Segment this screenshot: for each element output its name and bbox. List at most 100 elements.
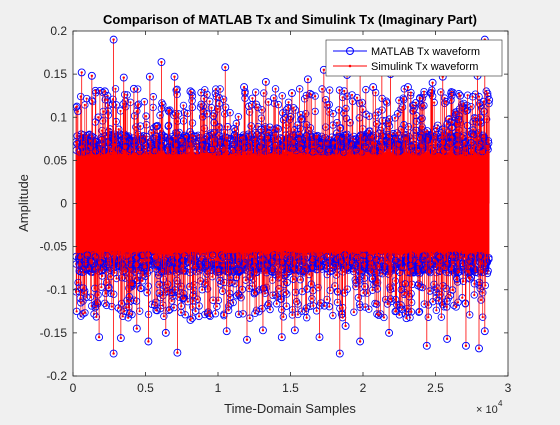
simulink-sample-marker (117, 307, 119, 309)
simulink-sample-marker (204, 89, 206, 91)
simulink-sample-marker (123, 310, 125, 312)
simulink-sample-marker (299, 88, 301, 90)
simulink-sample-marker (306, 317, 308, 319)
simulink-sample-marker (295, 300, 297, 302)
simulink-sample-marker (229, 112, 231, 114)
simulink-sample-marker (95, 316, 97, 318)
simulink-sample-marker (152, 96, 154, 98)
simulink-sample-marker (356, 97, 358, 99)
simulink-sample-marker (297, 313, 299, 315)
simulink-sample-marker (473, 283, 475, 285)
simulink-sample-marker (427, 316, 429, 318)
simulink-sample-marker (470, 106, 472, 108)
simulink-sample-marker (115, 277, 117, 279)
simulink-sample-marker (221, 290, 223, 292)
simulink-sample-marker (237, 293, 239, 295)
simulink-sample-marker (423, 303, 425, 305)
simulink-sample-marker (94, 90, 96, 92)
simulink-sample-marker (139, 310, 141, 312)
simulink-sample-marker (462, 280, 464, 282)
simulink-sample-marker (371, 289, 373, 291)
simulink-sample-marker (309, 127, 311, 129)
simulink-sample-marker (263, 92, 265, 94)
simulink-sample-marker (201, 289, 203, 291)
simulink-sample-marker (395, 310, 397, 312)
simulink-sample-marker (376, 303, 378, 305)
simulink-sample-marker (159, 307, 161, 309)
simulink-sample-marker (211, 276, 213, 278)
simulink-sample-marker (281, 95, 283, 97)
simulink-sample-marker (212, 299, 214, 301)
simulink-sample-marker (317, 286, 319, 288)
simulink-sample-marker (111, 306, 113, 308)
simulink-sample-marker (286, 293, 288, 295)
simulink-sample-marker (118, 128, 120, 130)
simulink-sample-marker (419, 97, 421, 99)
simulink-sample-marker (435, 309, 437, 311)
simulink-sample-marker (332, 314, 334, 316)
simulink-sample-marker (461, 297, 463, 299)
simulink-sample-marker (403, 293, 405, 295)
simulink-sample-marker (326, 298, 328, 300)
simulink-sample-marker (342, 96, 344, 98)
simulink-sample-marker (102, 110, 104, 112)
simulink-sample-marker (473, 294, 475, 296)
simulink-sample-marker (368, 115, 370, 117)
simulink-sample-marker (77, 281, 79, 283)
simulink-sample-marker (343, 90, 345, 92)
simulink-sample-marker (159, 114, 161, 116)
simulink-sample-marker (97, 116, 99, 118)
simulink-sample-marker (442, 285, 444, 287)
simulink-sample-marker (362, 292, 364, 294)
simulink-sample-marker (282, 316, 284, 318)
simulink-sample-marker (321, 88, 323, 90)
simulink-sample-marker (456, 277, 458, 279)
simulink-sample-marker (114, 88, 116, 90)
simulink-sample-marker (410, 91, 412, 93)
simulink-sample-marker (287, 101, 289, 103)
simulink-sample-marker (269, 308, 271, 310)
simulink-sample-marker (343, 112, 345, 114)
simulink-sample-marker (311, 298, 313, 300)
simulink-sample-marker (217, 299, 219, 301)
simulink-sample-marker (260, 117, 262, 119)
simulink-sample-marker (401, 308, 403, 310)
simulink-sample-marker (198, 315, 200, 317)
simulink-sample-marker (387, 303, 389, 305)
simulink-sample-marker (455, 306, 457, 308)
simulink-sample-marker (357, 297, 359, 299)
simulink-sample-marker (376, 123, 378, 125)
simulink-sample-marker (334, 285, 336, 287)
simulink-sample-marker (186, 112, 188, 114)
simulink-sample-marker (329, 89, 331, 91)
simulink-sample-marker (198, 305, 200, 307)
simulink-sample-marker (349, 122, 351, 124)
simulink-sample-marker (209, 100, 211, 102)
simulink-sample-marker (100, 286, 102, 288)
simulink-sample-marker (206, 93, 208, 95)
simulink-sample-marker (442, 304, 444, 306)
simulink-sample-marker (332, 113, 334, 115)
simulink-sample-marker (353, 138, 355, 140)
simulink-sample-marker (171, 300, 173, 302)
simulink-sample-marker (400, 128, 402, 130)
simulink-sample-marker (285, 305, 287, 307)
simulink-sample-marker (291, 314, 293, 316)
simulink-sample-marker (433, 101, 435, 103)
simulink-sample-marker (418, 310, 420, 312)
simulink-sample-marker (80, 302, 82, 304)
simulink-sample-marker (146, 292, 148, 294)
simulink-sample-marker (316, 310, 318, 312)
simulink-sample-marker (154, 304, 156, 306)
simulink-sample-marker (378, 314, 380, 316)
simulink-sample-marker (457, 301, 459, 303)
simulink-sample-marker (178, 113, 180, 115)
simulink-sample-marker (200, 280, 202, 282)
simulink-sample-marker (129, 101, 131, 103)
simulink-sample-marker (249, 317, 251, 319)
simulink-sample-marker (440, 91, 442, 93)
simulink-sample-marker (387, 122, 389, 124)
simulink-sample-marker (294, 129, 296, 131)
simulink-sample-marker (480, 299, 482, 301)
